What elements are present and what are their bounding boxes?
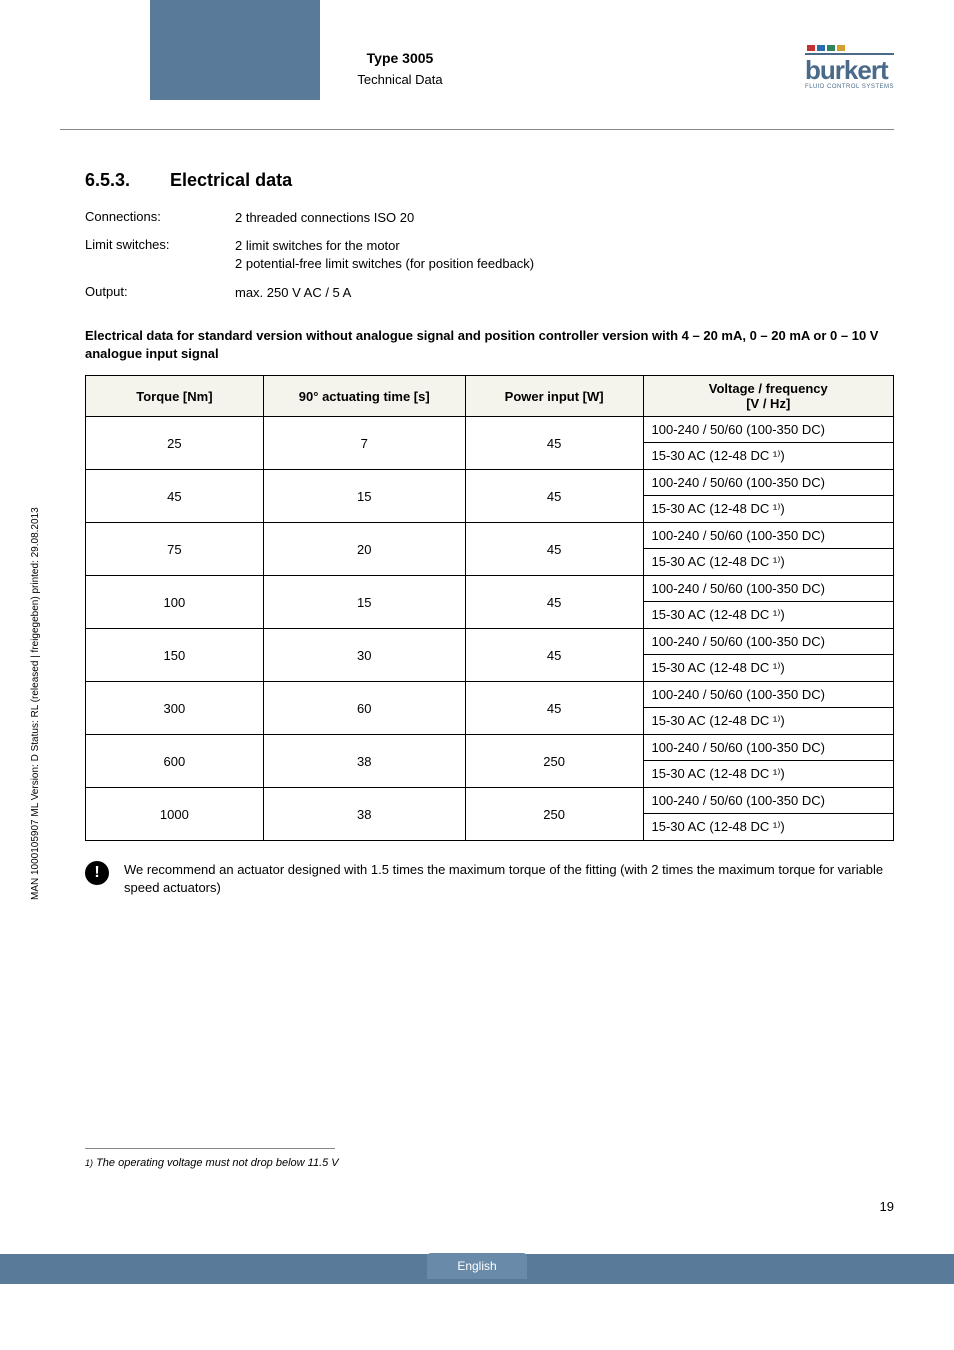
electrical-data-table: Torque [Nm]90° actuating time [s]Power i…: [85, 375, 894, 841]
header-color-bar: [150, 0, 320, 100]
cell-voltage: 100-240 / 50/60 (100-350 DC): [643, 576, 894, 602]
section-title-text: Electrical data: [170, 170, 292, 190]
kv-row: Connections:2 threaded connections ISO 2…: [85, 209, 894, 227]
logo-dots: [807, 45, 894, 51]
page-number: 19: [0, 1199, 894, 1214]
footnote-text: The operating voltage must not drop belo…: [96, 1157, 339, 1169]
kv-row: Limit switches:2 limit switches for the …: [85, 237, 894, 273]
page-header: Type 3005 Technical Data burkert FLUID C…: [60, 0, 894, 130]
cell-power: 250: [465, 788, 643, 841]
table-row: 3006045100-240 / 50/60 (100-350 DC): [86, 682, 894, 708]
cell-voltage: 100-240 / 50/60 (100-350 DC): [643, 417, 894, 443]
cell-voltage: 100-240 / 50/60 (100-350 DC): [643, 523, 894, 549]
table-header-cell: 90° actuating time [s]: [263, 376, 465, 417]
kv-label: Output:: [85, 284, 235, 302]
cell-time: 60: [263, 682, 465, 735]
footnote-number: 1): [85, 1158, 93, 1168]
cell-voltage: 100-240 / 50/60 (100-350 DC): [643, 682, 894, 708]
main-content: 6.5.3. Electrical data Connections:2 thr…: [0, 130, 954, 918]
cell-voltage: 15-30 AC (12-48 DC ¹⁾): [643, 708, 894, 735]
cell-voltage: 15-30 AC (12-48 DC ¹⁾): [643, 655, 894, 682]
table-header-cell: Power input [W]: [465, 376, 643, 417]
cell-time: 38: [263, 735, 465, 788]
cell-time: 15: [263, 470, 465, 523]
table-row: 100038250100-240 / 50/60 (100-350 DC): [86, 788, 894, 814]
footer-bar: English: [0, 1254, 954, 1284]
footnote-rule: [85, 1148, 335, 1149]
cell-power: 250: [465, 735, 643, 788]
cell-power: 45: [465, 682, 643, 735]
header-type: Type 3005: [340, 50, 460, 66]
cell-torque: 1000: [86, 788, 264, 841]
cell-power: 45: [465, 629, 643, 682]
kv-row: Output:max. 250 V AC / 5 A: [85, 284, 894, 302]
cell-torque: 25: [86, 417, 264, 470]
cell-voltage: 15-30 AC (12-48 DC ¹⁾): [643, 443, 894, 470]
cell-time: 38: [263, 788, 465, 841]
kv-label: Connections:: [85, 209, 235, 227]
table-intro: Electrical data for standard version wit…: [85, 327, 894, 363]
kv-value: 2 limit switches for the motor2 potentia…: [235, 237, 894, 273]
cell-torque: 300: [86, 682, 264, 735]
note-text: We recommend an actuator designed with 1…: [124, 861, 894, 897]
cell-voltage: 100-240 / 50/60 (100-350 DC): [643, 470, 894, 496]
cell-time: 15: [263, 576, 465, 629]
cell-voltage: 15-30 AC (12-48 DC ¹⁾): [643, 549, 894, 576]
kv-label: Limit switches:: [85, 237, 235, 273]
table-header-cell: Voltage / frequency[V / Hz]: [643, 376, 894, 417]
table-body: 25745100-240 / 50/60 (100-350 DC)15-30 A…: [86, 417, 894, 841]
section-heading: 6.5.3. Electrical data: [85, 170, 894, 191]
kv-value: 2 threaded connections ISO 20: [235, 209, 894, 227]
table-header-row: Torque [Nm]90° actuating time [s]Power i…: [86, 376, 894, 417]
footnote: 1) The operating voltage must not drop b…: [85, 1157, 894, 1169]
cell-voltage: 15-30 AC (12-48 DC ¹⁾): [643, 496, 894, 523]
table-header-cell: Torque [Nm]: [86, 376, 264, 417]
cell-voltage: 100-240 / 50/60 (100-350 DC): [643, 629, 894, 655]
cell-torque: 150: [86, 629, 264, 682]
header-subtitle: Technical Data: [340, 72, 460, 87]
table-row: 451545100-240 / 50/60 (100-350 DC): [86, 470, 894, 496]
cell-voltage: 15-30 AC (12-48 DC ¹⁾): [643, 602, 894, 629]
footer-language-tab: English: [427, 1253, 526, 1279]
kv-value: max. 250 V AC / 5 A: [235, 284, 894, 302]
cell-torque: 45: [86, 470, 264, 523]
logo-dot: [827, 45, 835, 51]
table-row: 60038250100-240 / 50/60 (100-350 DC): [86, 735, 894, 761]
cell-voltage: 100-240 / 50/60 (100-350 DC): [643, 788, 894, 814]
cell-voltage: 100-240 / 50/60 (100-350 DC): [643, 735, 894, 761]
cell-torque: 600: [86, 735, 264, 788]
cell-time: 7: [263, 417, 465, 470]
cell-time: 30: [263, 629, 465, 682]
cell-torque: 75: [86, 523, 264, 576]
info-icon: !: [85, 861, 109, 885]
table-row: 25745100-240 / 50/60 (100-350 DC): [86, 417, 894, 443]
burkert-logo: burkert FLUID CONTROL SYSTEMS: [805, 45, 894, 90]
cell-power: 45: [465, 523, 643, 576]
cell-time: 20: [263, 523, 465, 576]
table-row: 752045100-240 / 50/60 (100-350 DC): [86, 523, 894, 549]
logo-text: burkert: [805, 55, 894, 86]
cell-torque: 100: [86, 576, 264, 629]
key-value-list: Connections:2 threaded connections ISO 2…: [85, 209, 894, 302]
recommendation-note: ! We recommend an actuator designed with…: [85, 861, 894, 897]
cell-voltage: 15-30 AC (12-48 DC ¹⁾): [643, 761, 894, 788]
cell-voltage: 15-30 AC (12-48 DC ¹⁾): [643, 814, 894, 841]
cell-power: 45: [465, 470, 643, 523]
side-print-info: MAN 1000105907 ML Version: D Status: RL …: [30, 507, 41, 900]
table-row: 1503045100-240 / 50/60 (100-350 DC): [86, 629, 894, 655]
logo-subtext: FLUID CONTROL SYSTEMS: [805, 84, 894, 90]
logo-dot: [817, 45, 825, 51]
section-number: 6.5.3.: [85, 170, 165, 191]
table-row: 1001545100-240 / 50/60 (100-350 DC): [86, 576, 894, 602]
cell-power: 45: [465, 576, 643, 629]
logo-dot: [837, 45, 845, 51]
cell-power: 45: [465, 417, 643, 470]
logo-dot: [807, 45, 815, 51]
